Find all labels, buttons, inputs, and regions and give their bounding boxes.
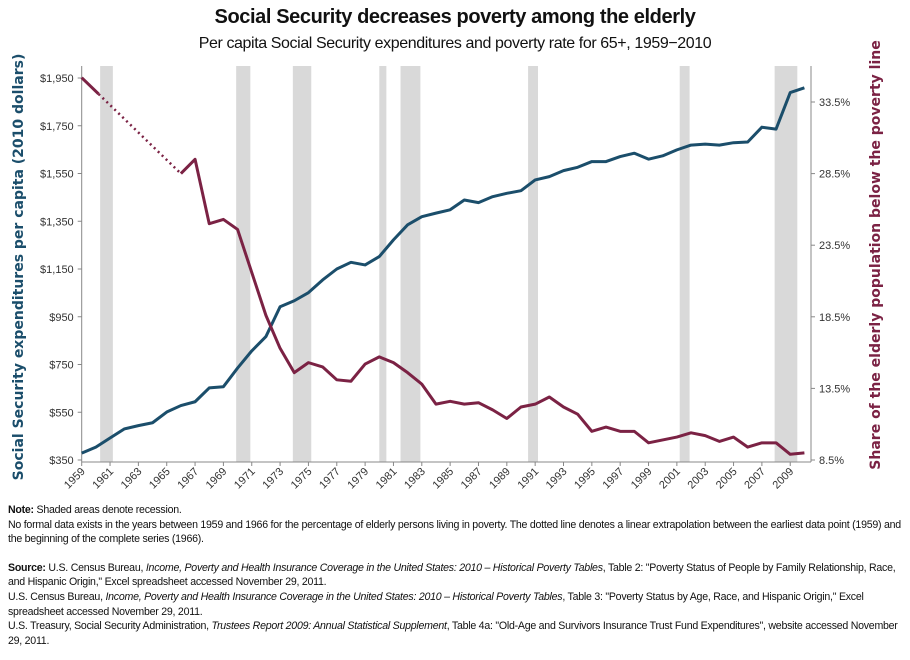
x-tick-label: 1997: [601, 466, 627, 492]
x-tick-label: 1963: [119, 466, 145, 492]
x-tick-label: 1991: [515, 466, 541, 492]
source-1-title: Income, Poverty and Health Insurance Cov…: [145, 561, 603, 574]
source-2: U.S. Census Bureau, Income, Poverty and …: [8, 590, 903, 619]
source-2-title: Income, Poverty and Health Insurance Cov…: [105, 590, 563, 603]
right-tick-label: 33.5%: [819, 97, 850, 109]
x-tick-label: 1969: [204, 466, 230, 492]
recession-band: [236, 66, 251, 462]
x-tick-label: 1971: [232, 466, 258, 492]
x-tick-label: 1977: [317, 466, 343, 492]
right-axis-title: Share of the elderly population below th…: [868, 40, 884, 469]
source-3-detail: , Table 4a: "Old-Age and Survivors Insur…: [8, 620, 898, 647]
x-tick-label: 1973: [260, 466, 286, 492]
right-tick-label: 13.5%: [819, 383, 850, 395]
x-tick-label: 2003: [686, 466, 712, 492]
left-tick-label: $1,750: [40, 121, 74, 133]
source-3: U.S. Treasury, Social Security Administr…: [8, 619, 903, 648]
source-1-detail: , Table 2: "Poverty Status of People by …: [8, 561, 896, 589]
right-tick-label: 8.5%: [819, 455, 844, 467]
x-tick-label: 1987: [459, 466, 485, 492]
left-tick-label: $950: [49, 312, 73, 324]
right-tick-label: 28.5%: [819, 169, 850, 181]
x-tick-label: 1979: [345, 466, 371, 492]
source-1: Source: U.S. Census Bureau, Income, Pove…: [8, 561, 903, 590]
x-tick-label: 1995: [572, 466, 598, 492]
note-text: Shaded areas denote recession.: [33, 504, 182, 516]
x-tick-label: 1985: [430, 466, 456, 492]
chart: $350 $550 $750 $950 $1,150 $1,350 $1,550 $1,750…: [11, 40, 884, 492]
chart-subtitle: Per capita Social Security expenditures …: [198, 35, 712, 52]
left-tick-label: $750: [49, 360, 73, 372]
recession-band: [100, 66, 113, 462]
note-line: Note: Shaded areas denote recession.: [8, 503, 903, 518]
x-tick-label: 1965: [147, 466, 173, 492]
recession-band: [292, 66, 312, 462]
source-3-text: U.S. Treasury, Social Security Administr…: [8, 620, 212, 633]
source-1-text: U.S. Census Bureau,: [45, 561, 146, 574]
recession-band: [774, 66, 798, 462]
right-tick-label: 23.5%: [819, 240, 850, 252]
right-tick-label: 18.5%: [819, 312, 850, 324]
left-tick-label: $1,350: [40, 216, 74, 228]
left-tick-label: $550: [49, 407, 73, 419]
expenditure-line: [81, 86, 805, 455]
x-tick-label: 1961: [90, 466, 116, 492]
note-extrapolation: No formal data exists in the years betwe…: [8, 518, 901, 546]
note-label: Note:: [8, 504, 34, 516]
notes: Note: Shaded areas denote recession. No …: [8, 503, 903, 648]
x-tick-label: 2005: [714, 466, 740, 492]
x-tick-label: 1989: [487, 466, 513, 492]
x-tick-label: 1999: [629, 466, 655, 492]
recession-band: [679, 66, 690, 462]
left-tick-label: $1,150: [40, 264, 74, 276]
source-2-detail: , Table 3: "Poverty Status by Age, Race,…: [8, 590, 864, 618]
x-tick-label: 2007: [742, 466, 768, 492]
source-label: Source:: [8, 561, 46, 574]
x-tick-label: 1959: [62, 466, 88, 492]
poverty-rate-line: [179, 157, 805, 456]
recession-band: [528, 66, 538, 462]
poverty-extrapolation-dotted: [97, 93, 182, 175]
source-2-text: U.S. Census Bureau,: [8, 590, 106, 603]
x-tick-label: 1983: [402, 466, 428, 492]
recession-band: [400, 66, 421, 462]
chart-title: Social Security decreases poverty among …: [214, 6, 696, 28]
left-tick-label: $350: [49, 455, 73, 467]
x-tick-label: 1993: [544, 466, 570, 492]
x-tick-label: 2001: [657, 466, 683, 492]
x-tick-label: 2009: [771, 466, 797, 492]
left-tick-label: $1,950: [40, 73, 74, 85]
poverty-line-start: [80, 76, 100, 96]
recession-band: [379, 66, 387, 462]
x-tick-label: 1967: [175, 466, 201, 492]
x-tick-label: 1981: [374, 466, 400, 492]
left-tick-label: $1,550: [40, 169, 74, 181]
source-3-title: Trustees Report 2009: Annual Statistical…: [211, 620, 447, 633]
x-tick-label: 1975: [289, 466, 315, 492]
left-axis-title: Social Security expenditures per capita …: [11, 54, 27, 481]
